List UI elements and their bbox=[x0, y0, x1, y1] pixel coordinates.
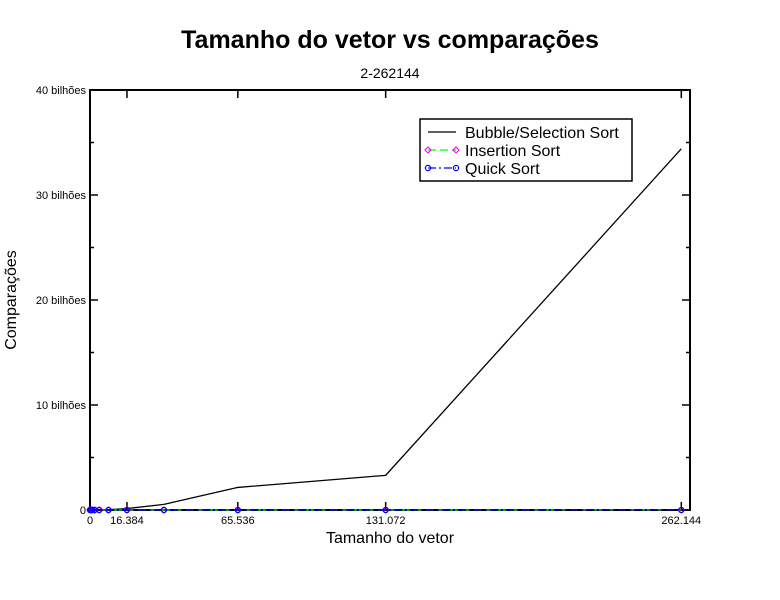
legend-marker bbox=[452, 146, 460, 154]
x-tick-label: 65.536 bbox=[221, 515, 255, 527]
legend-item: Insertion Sort bbox=[424, 143, 561, 160]
y-tick-label: 0 bbox=[80, 505, 86, 517]
y-axis-label: Comparações bbox=[3, 250, 20, 350]
y-tick-label: 10 bilhões bbox=[36, 400, 87, 412]
series-quick-sort bbox=[86, 506, 685, 514]
legend-label: Insertion Sort bbox=[465, 143, 561, 160]
y-tick-label: 30 bilhões bbox=[36, 190, 87, 202]
chart-title: Tamanho do vetor vs comparações bbox=[181, 26, 599, 54]
series-bubble-selection-sort bbox=[90, 148, 682, 511]
chart-subtitle: 2-262144 bbox=[360, 65, 419, 81]
data-point bbox=[105, 506, 112, 514]
x-tick-label: 16.384 bbox=[110, 515, 144, 527]
legend-marker bbox=[452, 164, 460, 172]
y-tick-label: 40 bilhões bbox=[36, 85, 87, 97]
data-point bbox=[89, 506, 96, 514]
legend-marker bbox=[424, 164, 432, 172]
data-point bbox=[234, 506, 242, 514]
legend-marker bbox=[424, 146, 432, 154]
data-point bbox=[678, 506, 685, 514]
legend-item: Quick Sort bbox=[424, 161, 540, 178]
x-tick-label: 131.072 bbox=[366, 515, 406, 527]
data-point bbox=[160, 506, 168, 514]
series-layer bbox=[86, 148, 686, 514]
legend-item: Bubble/Selection Sort bbox=[428, 125, 619, 142]
data-point bbox=[382, 506, 389, 514]
legend-label: Quick Sort bbox=[465, 161, 540, 178]
data-point bbox=[96, 506, 103, 514]
legend-label: Bubble/Selection Sort bbox=[465, 125, 619, 142]
data-point bbox=[123, 506, 131, 514]
x-tick-label: 0 bbox=[87, 515, 93, 527]
x-tick-label: 262.144 bbox=[661, 515, 701, 527]
x-axis-label: Tamanho do vetor bbox=[326, 530, 455, 547]
series-line bbox=[90, 148, 682, 511]
y-tick-label: 20 bilhões bbox=[36, 295, 87, 307]
axis-ticks: 0 10 bilhões 20 bilhões 30 bilhões 40 bilhõe… bbox=[36, 85, 701, 527]
